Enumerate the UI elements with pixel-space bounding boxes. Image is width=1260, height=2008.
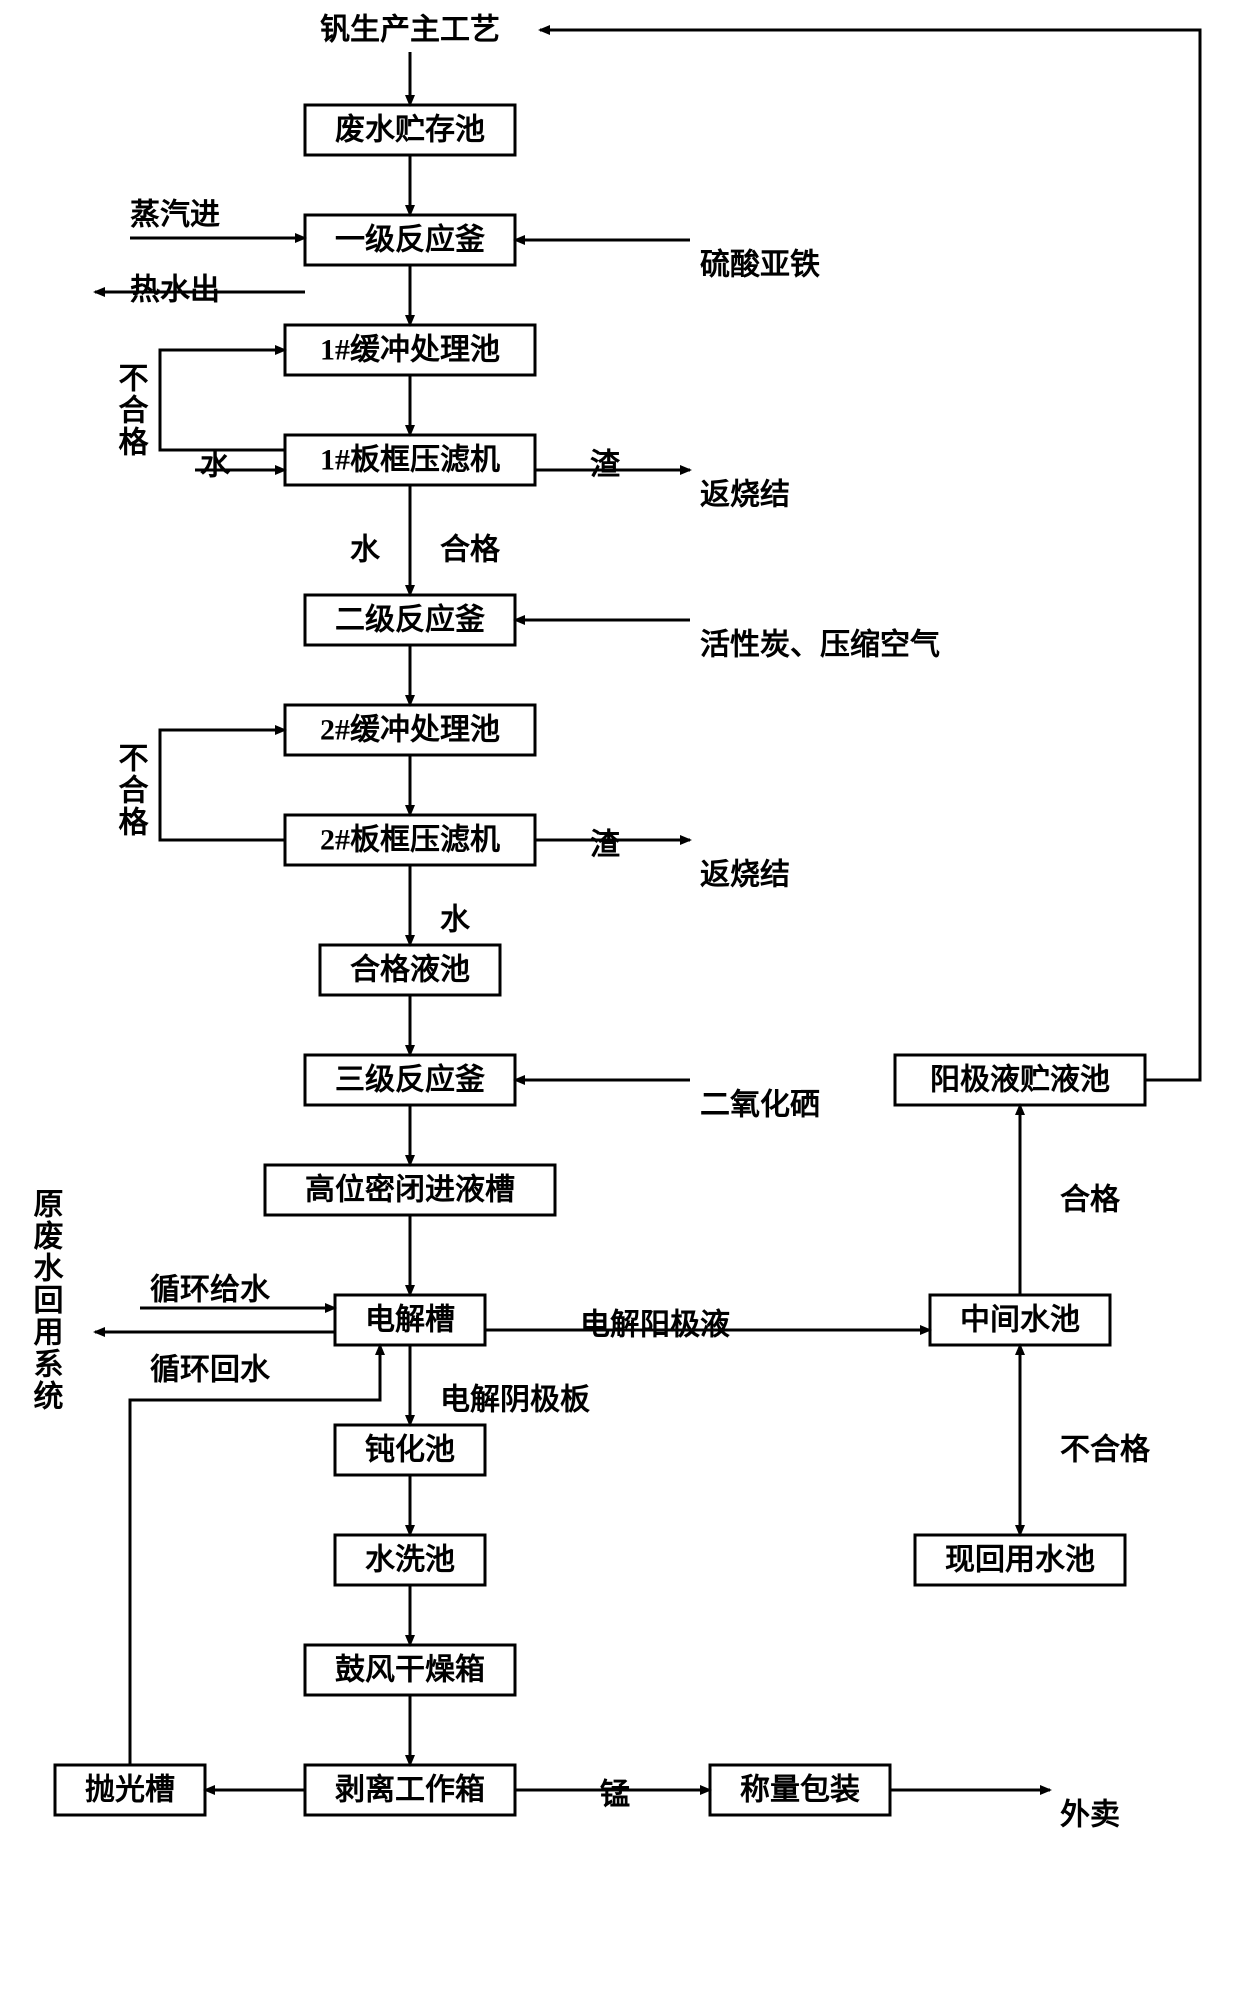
node-label-n_mid: 中间水池 bbox=[960, 1304, 1080, 1337]
label-retsint2: 返烧结 bbox=[700, 859, 790, 892]
label-circ_in: 循环给水 bbox=[150, 1274, 271, 1307]
label-circ_out: 循环回水 bbox=[150, 1354, 271, 1387]
node-label-n_wash: 水洗池 bbox=[365, 1544, 455, 1577]
label-water1: 水 bbox=[200, 449, 231, 482]
label-side_sys: 原废水回用系统 bbox=[29, 1188, 64, 1412]
label-ok2: 合格 bbox=[1060, 1183, 1121, 1217]
node-label-n_anode: 阳极液贮液池 bbox=[930, 1064, 1110, 1097]
label-carbon: 活性炭、压缩空气 bbox=[700, 629, 940, 662]
node-label-n_pass: 钝化池 bbox=[365, 1434, 455, 1467]
label-seo2: 二氧化硒 bbox=[700, 1089, 820, 1122]
node-label-n_high: 高位密闭进液槽 bbox=[305, 1173, 515, 1207]
node-label-n_press2: 2#板框压滤机 bbox=[320, 824, 500, 857]
node-label-n_r2: 二级反应釜 bbox=[335, 603, 486, 637]
node-label-n_peel: 剥离工作箱 bbox=[335, 1774, 485, 1807]
node-label-n_pool: 废水贮存池 bbox=[335, 114, 485, 147]
node-label-n_r3: 三级反应釜 bbox=[335, 1063, 486, 1097]
label-fail2: 不合格 bbox=[114, 742, 149, 838]
node-label-n_dry: 鼓风干燥箱 bbox=[335, 1654, 485, 1687]
node-label-n_okpool: 合格液池 bbox=[350, 953, 470, 987]
label-fail1: 不合格 bbox=[114, 362, 149, 458]
label-mn: 锰 bbox=[600, 1779, 630, 1812]
flowchart: 钒生产主工艺废水贮存池一级反应釜 1#缓冲处理池 1#板框压滤机二级反应釜 2#缓冲处… bbox=[0, 0, 1260, 2008]
label-retsint1: 返烧结 bbox=[700, 479, 790, 512]
label-anol: 电解阳极液 bbox=[580, 1309, 730, 1342]
node-label-n_cell: 电解槽 bbox=[365, 1304, 455, 1337]
node-label-n_reuse: 现回用水池 bbox=[945, 1544, 1095, 1577]
label-feso4: 硫酸亚铁 bbox=[700, 248, 820, 282]
label-sell: 外卖 bbox=[1060, 1799, 1120, 1832]
node-label-n_r1: 一级反应釜 bbox=[335, 223, 486, 257]
label-slag2: 渣 bbox=[590, 829, 621, 862]
label-water2: 水 bbox=[440, 904, 471, 937]
node-label-n_buf2: 2#缓冲处理池 bbox=[320, 714, 500, 747]
label-hot_out: 热水出 bbox=[130, 274, 220, 307]
node-label-n_weigh: 称量包装 bbox=[740, 1773, 860, 1807]
label-steam_in: 蒸汽进 bbox=[130, 199, 220, 232]
label-ok1: 合格 bbox=[440, 533, 501, 567]
label-fail3: 不合格 bbox=[1060, 1433, 1151, 1467]
label-water_ok: 水 bbox=[350, 534, 381, 567]
node-label-n_polish: 抛光槽 bbox=[85, 1774, 175, 1807]
node-label-n_press1: 1#板框压滤机 bbox=[320, 444, 500, 477]
node-label-n_top: 钒生产主工艺 bbox=[320, 14, 500, 47]
label-cathb: 电解阴极板 bbox=[440, 1384, 590, 1417]
label-slag1: 渣 bbox=[590, 449, 621, 482]
node-label-n_buf1: 1#缓冲处理池 bbox=[320, 334, 500, 367]
